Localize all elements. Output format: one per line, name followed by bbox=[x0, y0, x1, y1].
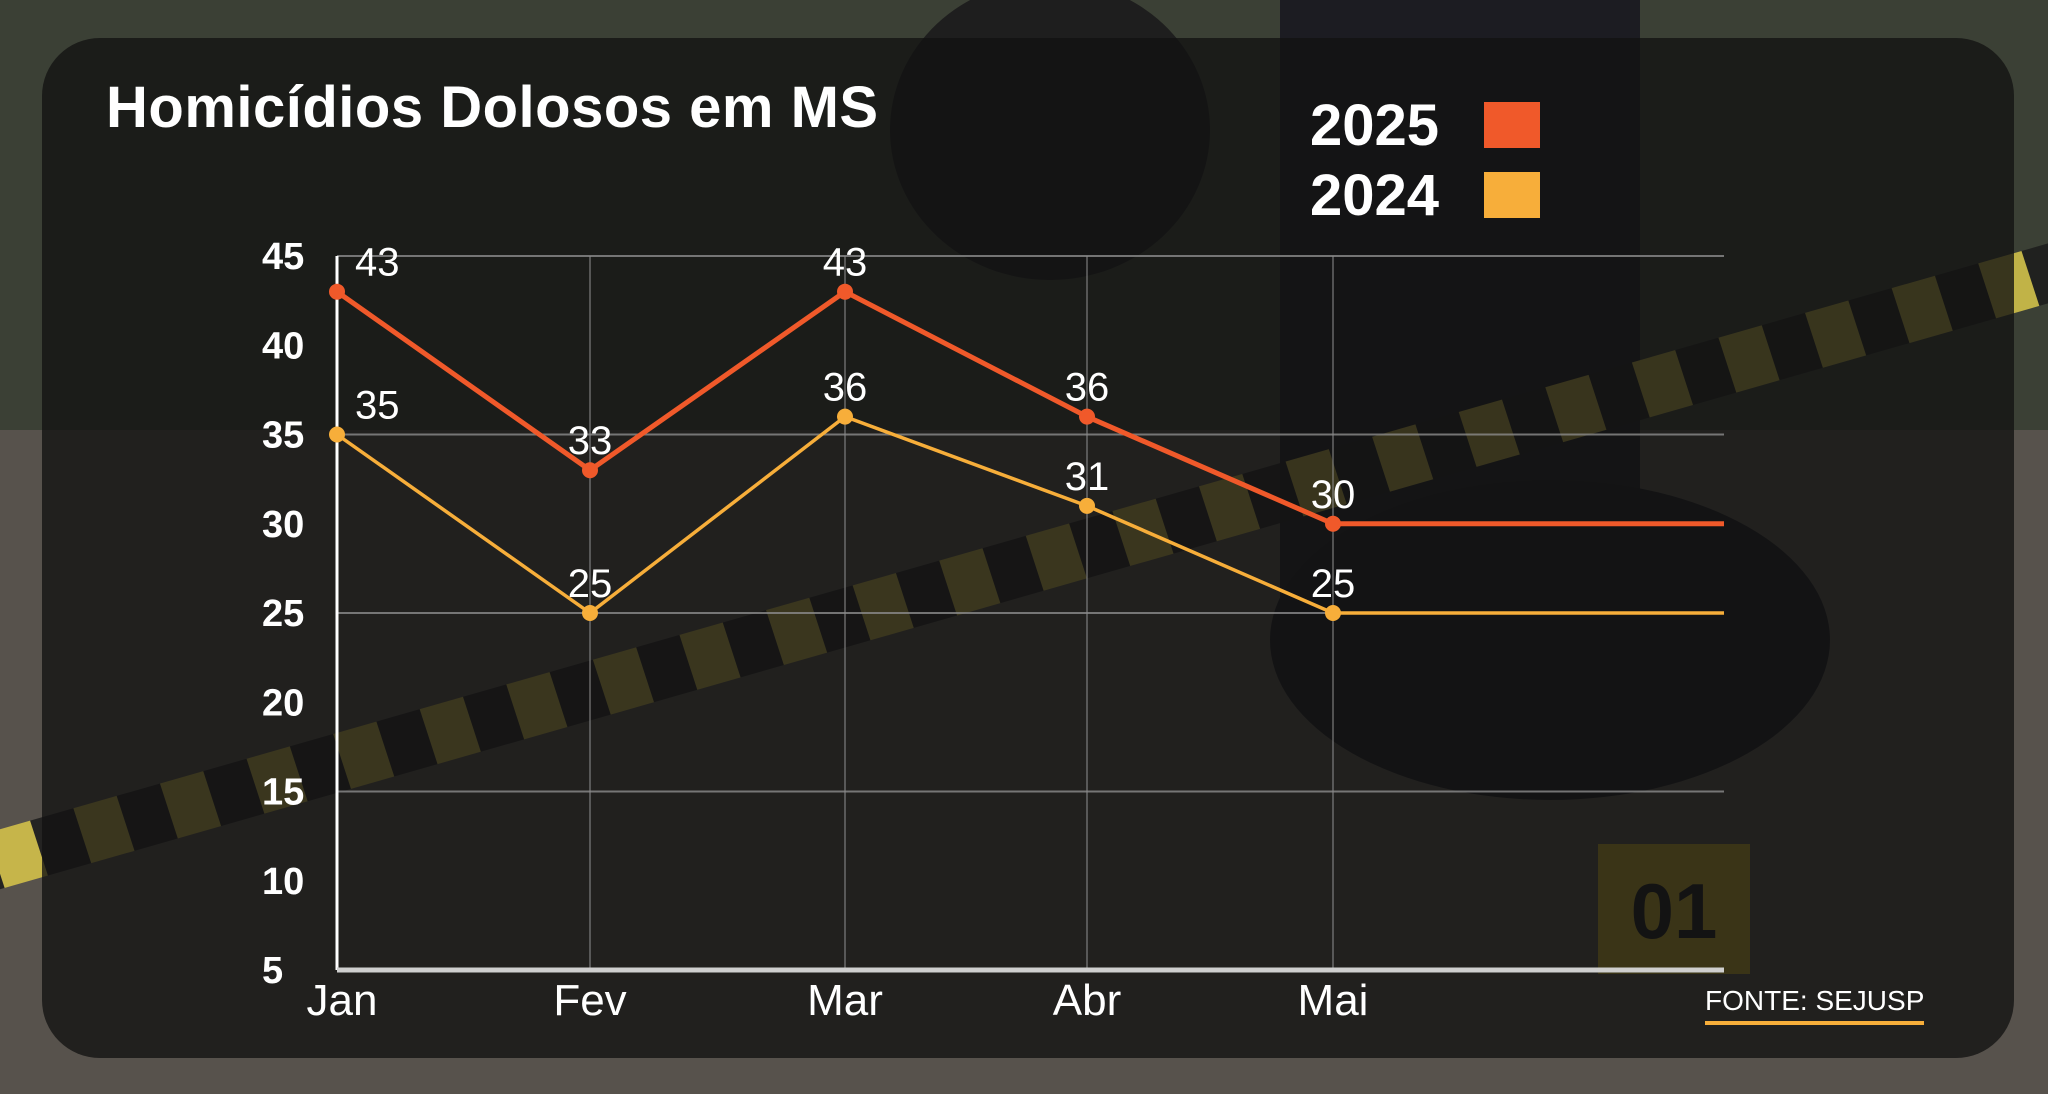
data-label-2024: 31 bbox=[1065, 455, 1110, 499]
legend-swatch-2024 bbox=[1484, 172, 1540, 218]
series-layer bbox=[329, 283, 1724, 621]
data-point-2025 bbox=[329, 283, 345, 300]
chart-panel bbox=[42, 38, 2014, 1058]
data-point-2024 bbox=[1079, 497, 1095, 514]
data-label-2025: 33 bbox=[568, 419, 613, 463]
y-tick-label: 30 bbox=[262, 504, 304, 546]
data-point-2025 bbox=[582, 462, 598, 479]
legend-item-2024: 2024 bbox=[1310, 160, 1540, 230]
y-tick-label: 10 bbox=[262, 861, 304, 903]
data-label-2025: 43 bbox=[823, 241, 868, 285]
series-line-2025 bbox=[335, 289, 1724, 527]
legend-item-2025: 2025 bbox=[1310, 90, 1540, 160]
data-point-2024 bbox=[582, 605, 598, 621]
data-label-2024: 35 bbox=[355, 384, 400, 428]
x-tick-label: Fev bbox=[553, 976, 626, 1025]
data-label-2024: 36 bbox=[823, 366, 868, 410]
legend-label-2025: 2025 bbox=[1310, 92, 1440, 158]
legend: 2025 2024 bbox=[1310, 90, 1540, 230]
data-point-2024 bbox=[1325, 605, 1341, 621]
legend-swatch-2025 bbox=[1484, 102, 1540, 148]
data-point-2025 bbox=[837, 283, 853, 300]
chart-title: Homicídios Dolosos em MS bbox=[106, 75, 879, 140]
x-tick-label: Abr bbox=[1053, 976, 1121, 1025]
x-tick-label: Mai bbox=[1298, 976, 1369, 1025]
x-tick-label: Mar bbox=[807, 976, 883, 1025]
y-tick-label: 15 bbox=[262, 772, 304, 814]
label-layer: 43 33 43 36 30 35 25 36 31 25 bbox=[355, 241, 1355, 606]
x-tick-label: Jan bbox=[307, 976, 378, 1025]
series-line-2024 bbox=[335, 414, 1724, 615]
data-point-2025 bbox=[1079, 408, 1095, 425]
data-label-2025: 30 bbox=[1311, 473, 1356, 517]
data-point-2024 bbox=[329, 426, 345, 443]
data-label-2024: 25 bbox=[1311, 562, 1356, 606]
y-tick-label: 35 bbox=[262, 415, 304, 457]
y-tick-label: 25 bbox=[262, 593, 304, 635]
legend-label-2024: 2024 bbox=[1310, 162, 1440, 228]
y-tick-label: 5 bbox=[262, 950, 283, 992]
data-label-2024: 25 bbox=[568, 562, 613, 606]
y-tick-label: 45 bbox=[262, 236, 304, 278]
y-tick-label: 20 bbox=[262, 682, 304, 724]
axis-layer: 45 40 35 30 25 20 15 10 5 Jan Fev Mar Abr Mai bbox=[262, 236, 1724, 1025]
source-credit: FONTE: SEJUSP bbox=[1705, 985, 1925, 1025]
y-tick-label: 40 bbox=[262, 325, 304, 367]
data-point-2025 bbox=[1325, 515, 1341, 532]
data-label-2025: 43 bbox=[355, 241, 400, 285]
data-point-2024 bbox=[837, 408, 853, 425]
data-label-2025: 36 bbox=[1065, 366, 1110, 410]
